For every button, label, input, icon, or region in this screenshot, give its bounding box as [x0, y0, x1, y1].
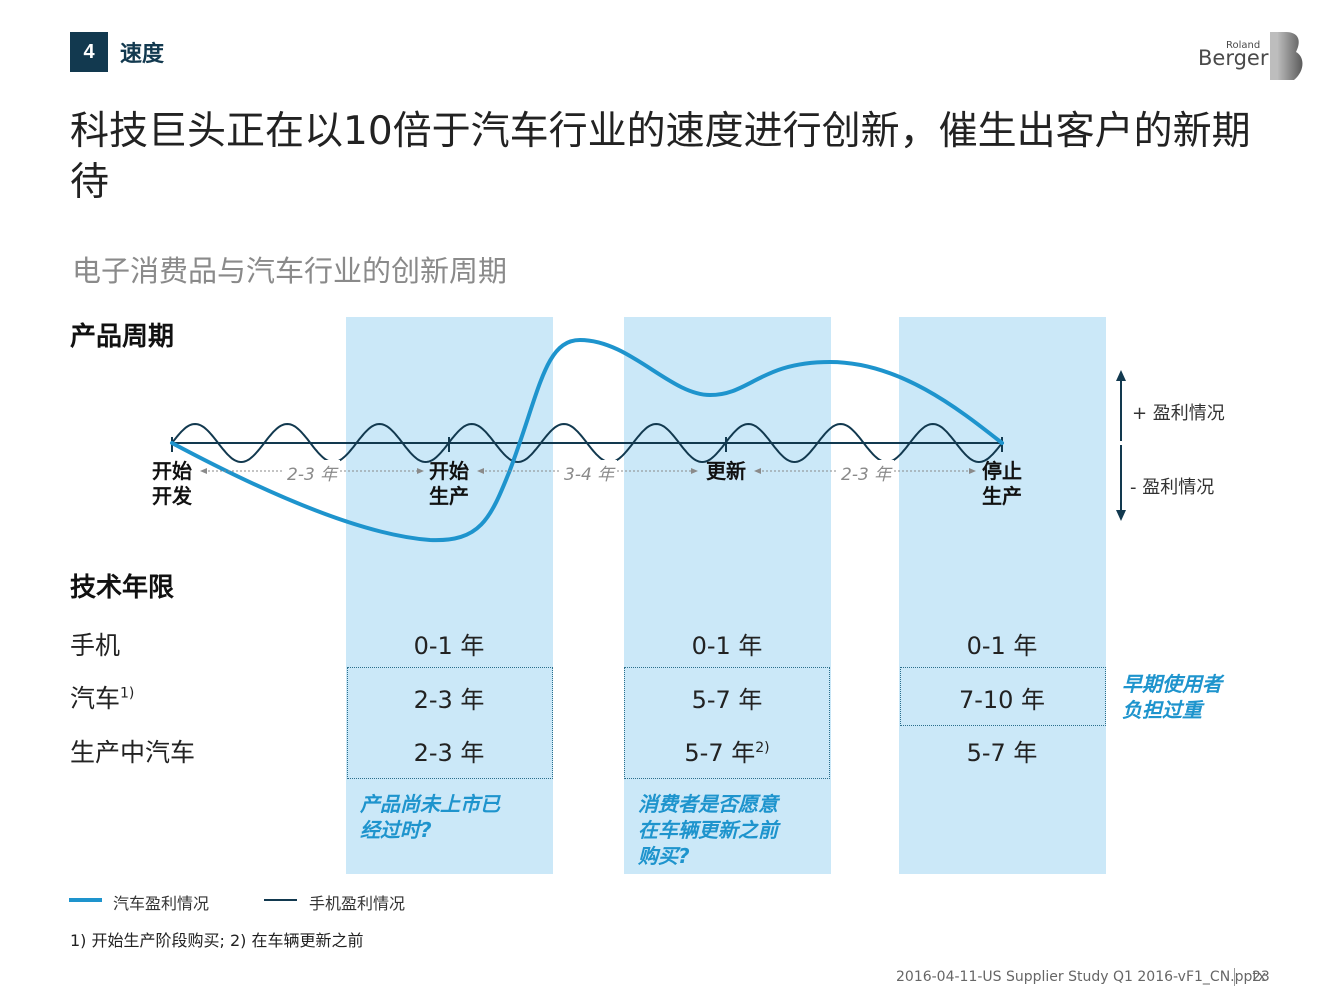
section-number-badge: 4 — [70, 32, 108, 72]
profit-cycle-diagram — [170, 337, 1128, 543]
cell-car-stop-production: 7-10 年 — [958, 686, 1046, 714]
cell-car-start-production: 2-3 年 — [413, 686, 485, 714]
cell-car-prod-start-production: 2-3 年 — [413, 739, 485, 767]
band-stop-production — [899, 317, 1106, 874]
band-start-production — [346, 317, 553, 874]
row-label-car-in-production: 生产中汽车 — [70, 738, 196, 767]
legend-phone-swatch — [264, 899, 297, 901]
phone-profit-curve — [171, 422, 1003, 464]
profit-positive-label: + 盈利情况 — [1132, 403, 1225, 424]
cell-phone-start-production: 0-1 年 — [413, 632, 485, 660]
arrowhead — [691, 468, 698, 474]
band-update — [624, 317, 831, 874]
arrowhead — [754, 468, 761, 474]
highlight-box-update — [624, 667, 830, 779]
stage-stop-production: 停止 生产 — [982, 459, 1022, 508]
profit-up-arrowhead — [1116, 370, 1126, 381]
arrowhead — [969, 468, 976, 474]
legend-car-label: 汽车盈利情况 — [113, 894, 210, 913]
highlight-box-stop-production — [900, 667, 1106, 726]
cell-phone-stop-production: 0-1 年 — [966, 632, 1038, 660]
highlight-box-start-production — [347, 667, 553, 779]
arrowhead — [200, 468, 207, 474]
cell-car-prod-stop-production: 5-7 年 — [966, 739, 1038, 767]
footer-filename: 2016-04-11-US Supplier Study Q1 2016-vF1… — [896, 969, 1267, 985]
car-profit-curve — [170, 337, 1004, 543]
arrowhead — [417, 468, 424, 474]
cell-car-prod-update: 5-7 年2) — [684, 739, 770, 767]
tech-life-heading: 技术年限 — [70, 573, 175, 603]
note-consumer-willingness: 消费者是否愿意 在车辆更新之前 购买? — [638, 792, 778, 868]
duration-label-3: 2-3 年 — [838, 460, 895, 485]
cell-phone-update: 0-1 年 — [691, 632, 763, 660]
stage-start-development: 开始 开发 — [152, 459, 192, 508]
duration-label-1: 2-3 年 — [284, 460, 341, 485]
roland-berger-logo-icon — [1270, 32, 1303, 80]
row-label-phone: 手机 — [70, 631, 121, 660]
section-title: 速度 — [120, 42, 165, 67]
footer-separator — [1234, 968, 1235, 986]
footnote: 1) 开始生产阶段购买; 2) 在车辆更新之前 — [70, 931, 364, 950]
profit-negative-label: - 盈利情况 — [1130, 477, 1215, 498]
note-outdated-before-launch: 产品尚未上市已 经过时? — [360, 792, 500, 842]
product-cycle-heading: 产品周期 — [70, 322, 175, 352]
legend-phone-label: 手机盈利情况 — [309, 894, 406, 913]
duration-label-2: 3-4 年 — [561, 460, 618, 485]
page-number: 23 — [1252, 969, 1270, 985]
early-adopter-note: 早期使用者 负担过重 — [1122, 672, 1222, 722]
page-subtitle: 电子消费品与汽车行业的创新周期 — [72, 254, 508, 288]
logo-roland-text: Roland — [1226, 40, 1261, 51]
stage-update: 更新 — [706, 459, 746, 483]
page-title: 科技巨头正在以10倍于汽车行业的速度进行创新，催生出客户的新期待 — [70, 109, 1251, 205]
logo-berger-text: Berger — [1198, 46, 1269, 70]
legend-car-swatch — [69, 898, 102, 902]
profit-axis-gap — [1114, 441, 1128, 445]
cell-car-update: 5-7 年 — [691, 686, 763, 714]
stage-start-production: 开始 生产 — [429, 459, 469, 508]
arrowhead — [477, 468, 484, 474]
profit-down-arrowhead — [1116, 510, 1126, 521]
row-label-car: 汽车1) — [70, 684, 135, 713]
